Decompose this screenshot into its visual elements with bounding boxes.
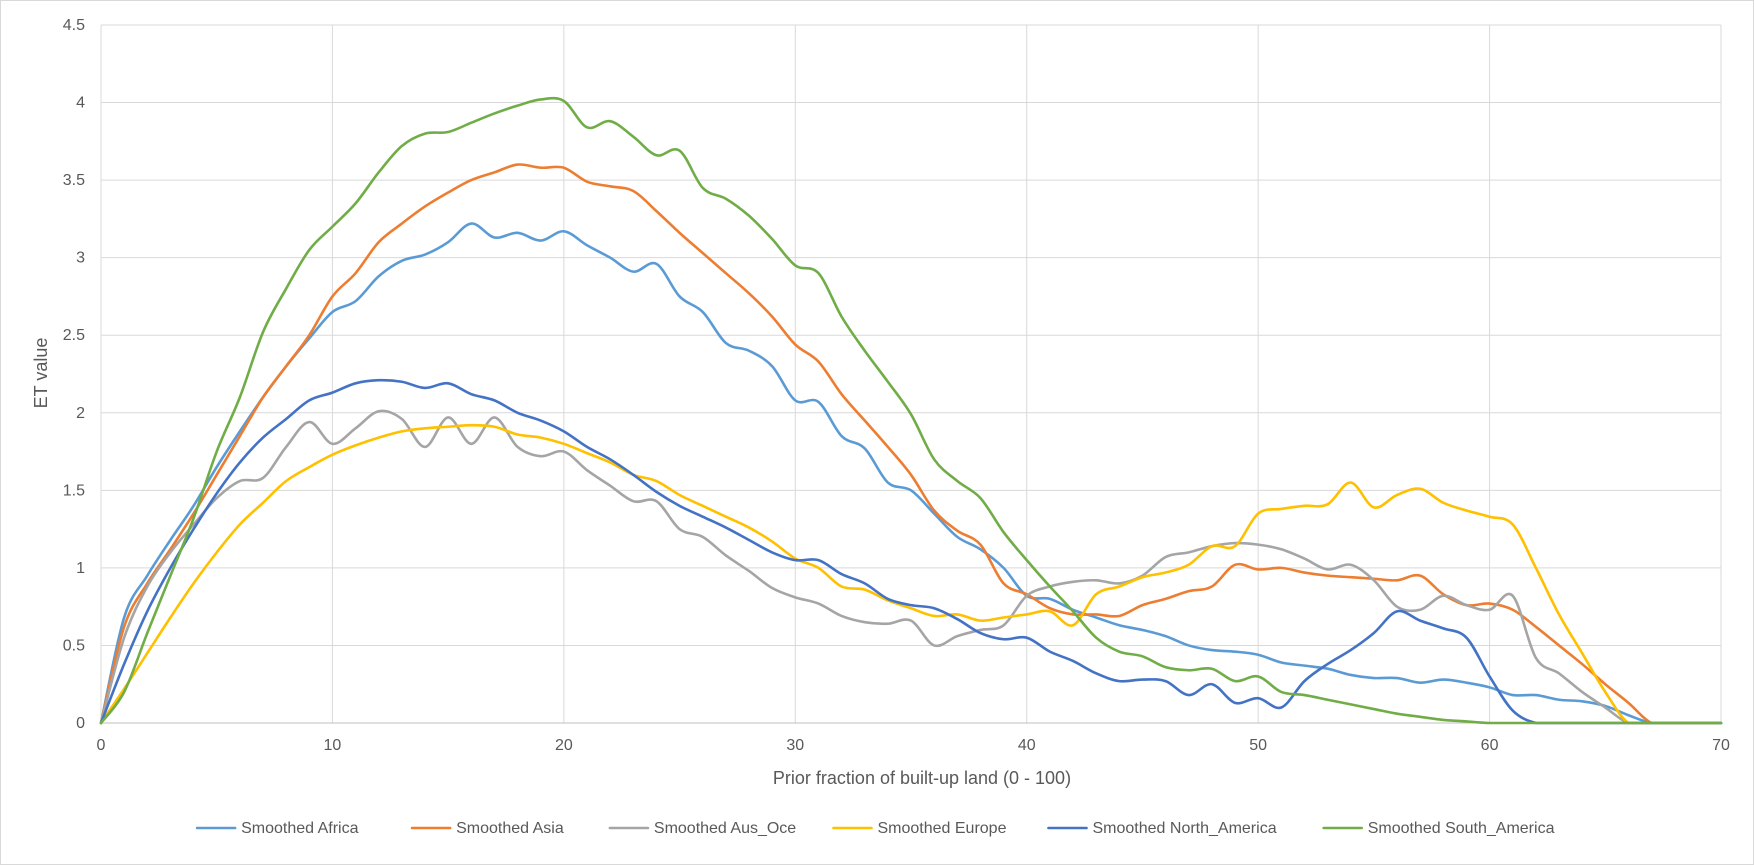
legend-item-smoothed-south-america: Smoothed South_America bbox=[1322, 820, 1555, 837]
y-axis-title: ET value bbox=[31, 338, 51, 409]
series-line-smoothed-aus-oce bbox=[99, 409, 1723, 725]
y-tick-label: 4.5 bbox=[63, 17, 85, 34]
series-layer bbox=[99, 96, 1723, 725]
y-tick-label: 3.5 bbox=[63, 172, 85, 189]
x-tick-label: 30 bbox=[786, 737, 804, 754]
x-axis-title: Prior fraction of built-up land (0 - 100… bbox=[773, 768, 1071, 788]
series-line-smoothed-south-america bbox=[99, 96, 1723, 725]
legend-label: Smoothed Asia bbox=[456, 820, 564, 837]
x-tick-label: 40 bbox=[1018, 737, 1036, 754]
x-tick-label: 10 bbox=[324, 737, 342, 754]
x-tick-label: 60 bbox=[1481, 737, 1499, 754]
series-line-smoothed-europe bbox=[99, 423, 1723, 725]
x-tick-label: 50 bbox=[1249, 737, 1267, 754]
legend-label: Smoothed South_America bbox=[1368, 820, 1555, 837]
y-tick-label: 0 bbox=[76, 715, 85, 732]
legend-label: Smoothed Africa bbox=[241, 820, 359, 837]
y-tick-label: 2.5 bbox=[63, 327, 85, 344]
legend-label: Smoothed Aus_Oce bbox=[654, 820, 796, 837]
y-tick-label: 2 bbox=[76, 405, 85, 422]
x-gridlines bbox=[100, 25, 1722, 723]
x-tick-label: 20 bbox=[555, 737, 573, 754]
y-tick-labels: 0 0.5 1 1.5 2 2.5 3 3.5 4 4.5 bbox=[63, 17, 85, 732]
y-tick-label: 3 bbox=[76, 250, 85, 267]
legend-item-smoothed-europe: Smoothed Europe bbox=[832, 820, 1007, 837]
legend-item-smoothed-north-america: Smoothed North_America bbox=[1047, 820, 1277, 837]
series-line-smoothed-africa bbox=[99, 222, 1723, 725]
y-tick-label: 1 bbox=[76, 560, 85, 577]
y-tick-label: 0.5 bbox=[63, 637, 85, 654]
legend-item-smoothed-africa: Smoothed Africa bbox=[195, 820, 359, 837]
legend-label: Smoothed Europe bbox=[878, 820, 1007, 837]
x-tick-label: 70 bbox=[1712, 737, 1730, 754]
series-line-smoothed-north-america bbox=[99, 378, 1723, 725]
legend-label: Smoothed North_America bbox=[1093, 820, 1277, 837]
legend-item-smoothed-asia: Smoothed Asia bbox=[410, 820, 564, 837]
y-tick-label: 4 bbox=[76, 95, 85, 112]
legend: Smoothed Africa Smoothed Asia Smoothed Aus… bbox=[195, 820, 1555, 837]
x-tick-label: 0 bbox=[97, 737, 106, 754]
x-tick-labels: 0 10 20 30 40 50 60 70 bbox=[97, 737, 1730, 754]
y-tick-label: 1.5 bbox=[63, 482, 85, 499]
legend-item-smoothed-aus-oce: Smoothed Aus_Oce bbox=[608, 820, 796, 837]
y-gridlines bbox=[101, 24, 1721, 646]
